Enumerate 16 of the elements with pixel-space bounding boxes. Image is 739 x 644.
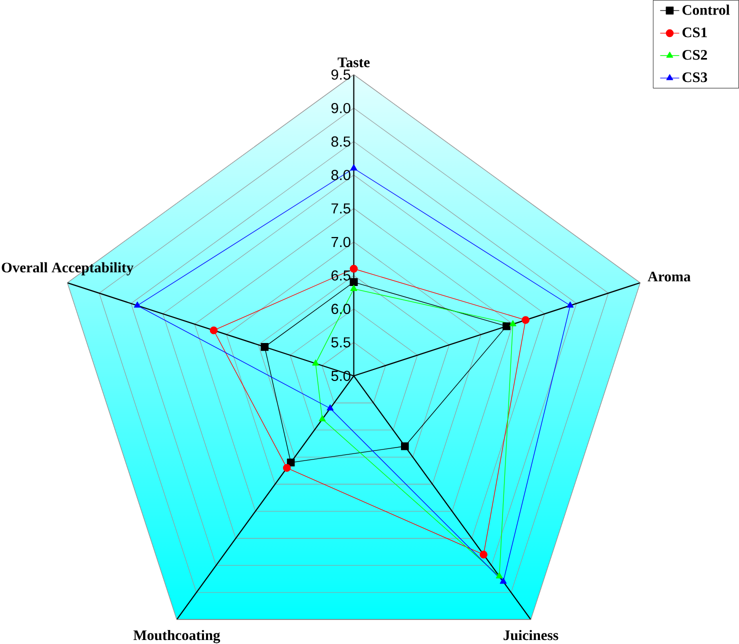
spoke-label: Overall Acceptability: [2, 262, 134, 276]
spoke-label: Juiciness: [504, 630, 558, 640]
legend-label: CS2: [682, 50, 707, 60]
spoke-label: Taste: [338, 57, 370, 68]
y-tick-label: 5.0: [331, 370, 350, 381]
legend-label: CS1: [682, 27, 707, 38]
y-tick-label: 7.0: [332, 236, 350, 247]
spoke-label: Mouthcoating: [134, 630, 220, 644]
y-tick-label: 9.5: [331, 69, 350, 80]
y-tick-label: 7.5: [332, 203, 350, 214]
y-tick-label: 9.0: [331, 102, 350, 114]
legend-label: Control: [682, 4, 730, 15]
y-tick-label: 5.5: [331, 337, 350, 348]
legend-label: CS3: [682, 72, 708, 82]
spoke-label: Aroma: [648, 272, 691, 282]
y-tick-label: 8.5: [331, 136, 350, 147]
